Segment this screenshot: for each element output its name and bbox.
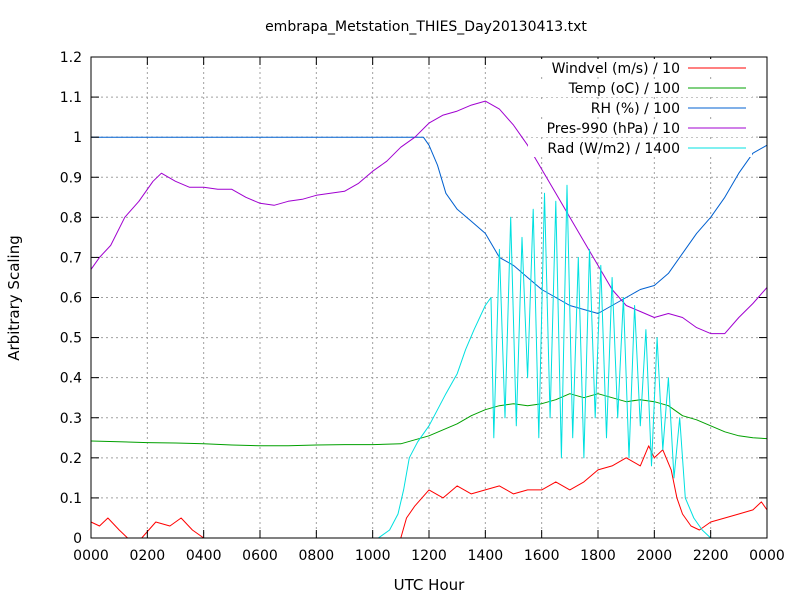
x-tick-label: 2200 [693,548,729,564]
series-line-4 [91,184,767,539]
series-line-0 [90,445,768,539]
x-tick-label: 0200 [130,548,166,564]
x-tick-label: 0600 [242,548,278,564]
series-line-3 [90,100,768,335]
y-axis-label: Arbitrary Scaling [5,235,23,361]
tick-layer: 0 0.1 0.2 0.3 0.4 0.5 0.6 0.7 0.8 0.9 1 1.1 1.2 0000 0… [60,50,785,564]
x-tick-label: 1200 [411,548,447,564]
legend-label-1: Temp (oC) / 100 [568,81,680,97]
y-tick-label: 0.1 [60,491,82,507]
legend-background [528,79,752,97]
series-line-1 [90,393,768,447]
x-axis-label: UTC Hour [394,576,465,594]
y-tick-label: 1.1 [60,90,82,106]
legend: Windvel (m/s) / 10 Temp (oC) / 100 RH (%) … [528,59,752,157]
legend-label-4: Rad (W/m2) / 1400 [547,141,680,157]
series-layer [90,100,768,539]
legend-background [528,59,752,77]
y-tick-label: 0.4 [60,371,82,387]
legend-label-2: RH (%) / 100 [591,101,680,117]
x-tick-label: 1600 [524,548,560,564]
x-tick-label: 0800 [299,548,335,564]
y-tick-label: 0.7 [60,250,82,266]
chart-title: embrapa_Metstation_THIES_Day20130413.txt [265,19,587,35]
x-tick-label: 0000 [73,548,109,564]
x-tick-label: 1400 [468,548,504,564]
y-tick-label: 0.2 [60,451,82,467]
y-tick-label: 0.8 [60,210,82,226]
y-tick-label: 0.9 [60,170,82,186]
x-tick-label: 1800 [580,548,616,564]
x-tick-label: 2000 [637,548,673,564]
legend-background [528,99,752,117]
legend-label-0: Windvel (m/s) / 10 [552,61,680,77]
y-tick-label: 1 [73,130,82,146]
legend-label-3: Pres-990 (hPa) / 10 [547,121,680,137]
x-tick-label: 1000 [355,548,391,564]
y-tick-label: 1.2 [60,50,82,66]
x-tick-label: 0000 [749,548,785,564]
legend-background [528,119,752,137]
legend-background [528,139,752,157]
y-tick-label: 0.5 [60,331,82,347]
x-tick-label: 0400 [186,548,222,564]
y-tick-label: 0.6 [60,291,82,307]
y-tick-label: 0 [73,531,82,547]
y-tick-label: 0.3 [60,411,82,427]
